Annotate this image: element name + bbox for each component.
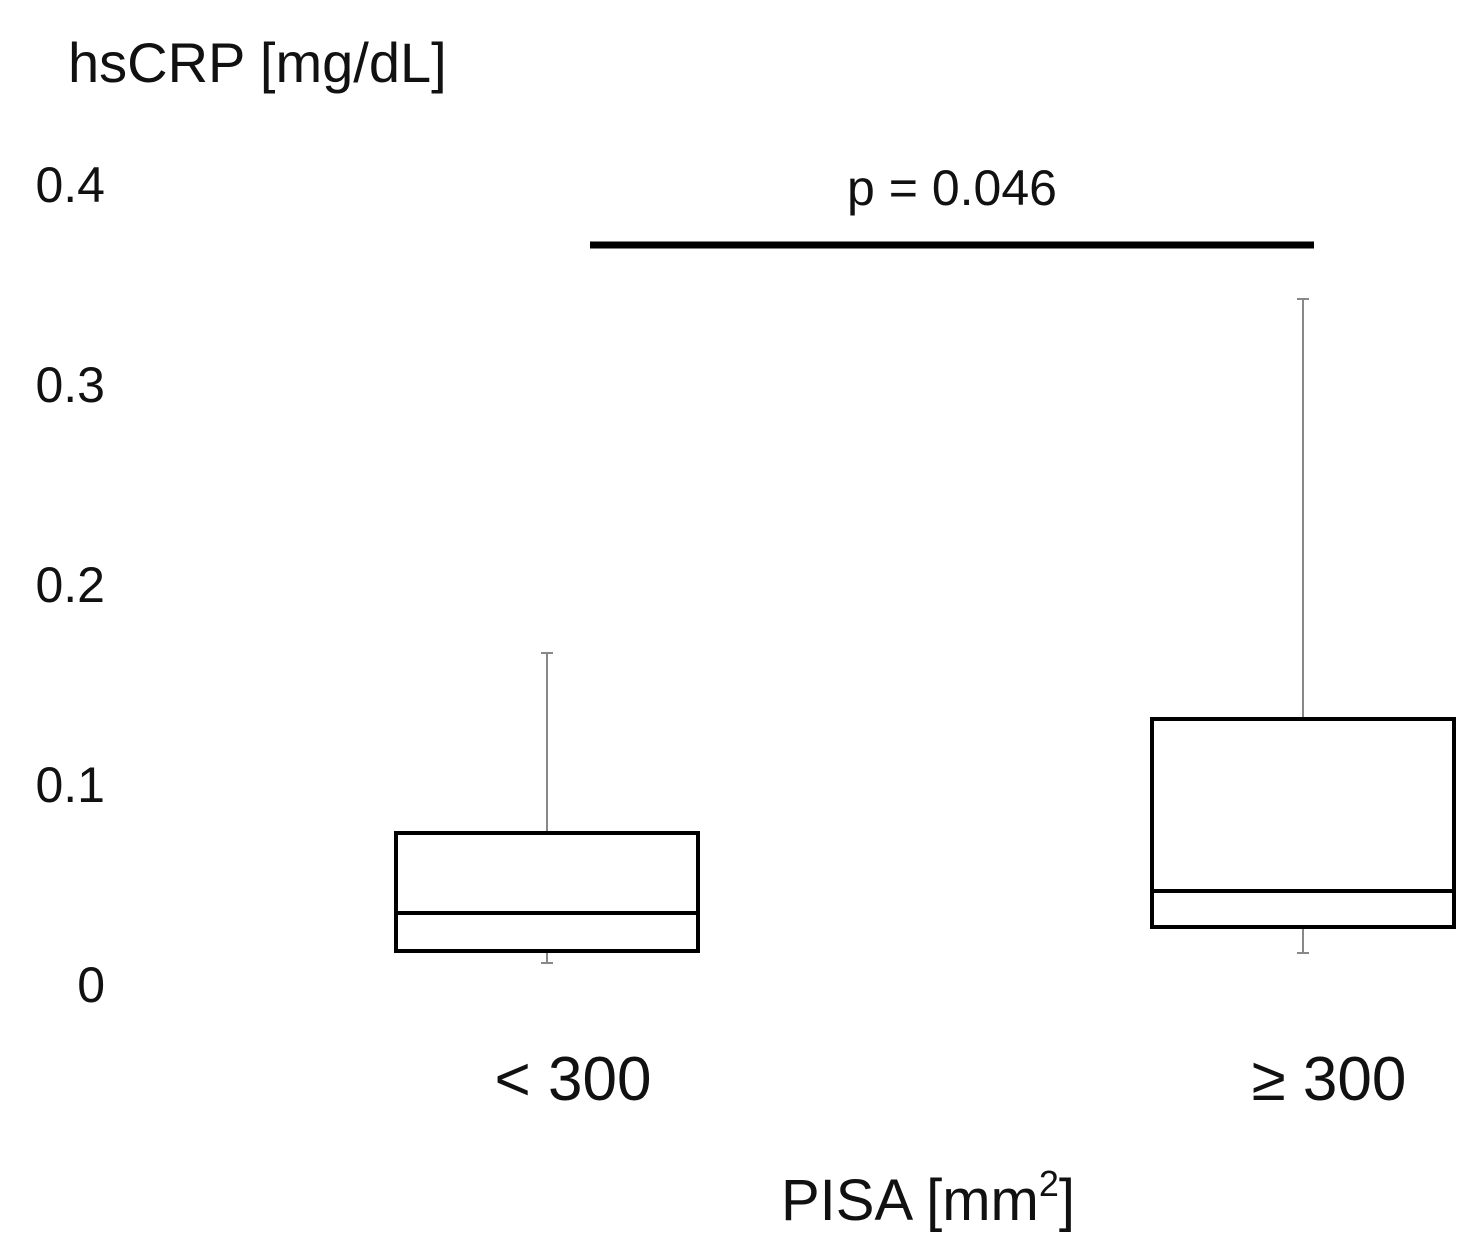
category-labels: < 300 ≥ 300 (495, 1045, 1407, 1114)
category-label: ≥ 300 (1252, 1045, 1407, 1114)
y-axis-ticks: 0 0.1 0.2 0.3 0.4 (35, 157, 105, 1013)
interquartile-box (1150, 717, 1456, 929)
y-tick-label: 0.3 (35, 357, 105, 413)
y-tick-label: 0.4 (35, 157, 105, 213)
box-below-300 (394, 652, 700, 964)
box-at-or-above-300 (1150, 298, 1456, 954)
y-tick-label: 0 (77, 957, 105, 1013)
boxes (394, 298, 1456, 964)
p-value-label: p = 0.046 (847, 160, 1057, 216)
y-axis-label: hsCRP [mg/dL] (68, 31, 447, 94)
y-tick-label: 0.2 (35, 557, 105, 613)
category-label: < 300 (495, 1045, 652, 1114)
significance-annotation: p = 0.046 (590, 160, 1314, 249)
y-tick-label: 0.1 (35, 757, 105, 813)
x-axis-label: PISA [mm2] (781, 1163, 1075, 1233)
interquartile-box (394, 831, 700, 953)
